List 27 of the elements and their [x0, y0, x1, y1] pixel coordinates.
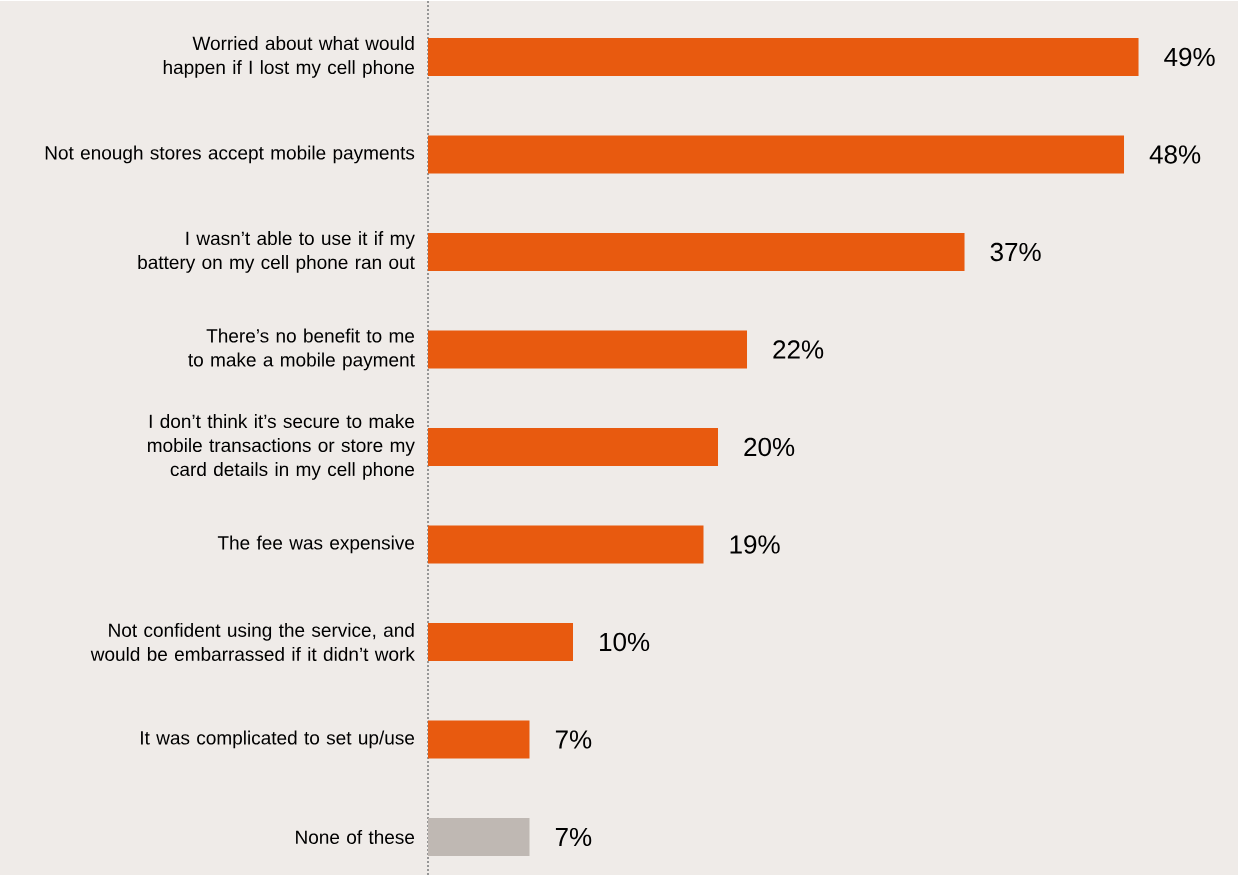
bar: [428, 330, 748, 369]
y-tick-label: I don’t think it’s secure to make mobile transactions or store my card details in my cell phone: [147, 414, 415, 480]
data-label: 19%: [730, 535, 780, 554]
bar: [428, 232, 965, 271]
data-label: 20%: [744, 437, 795, 457]
y-tick-label: Worried about what would happen if I lost my cell phone: [163, 36, 415, 78]
y-tick-label: I wasn’t able to use it if my battery on my cell phone ran out: [138, 231, 415, 273]
y-tick-label: Not confident using the service, and would be embarrassed if it didn’t work: [90, 622, 415, 661]
data-label: 7%: [555, 730, 592, 749]
bar: [428, 37, 1139, 76]
y-tick-label: There’s no benefit to me to make a mobile payment: [188, 328, 415, 371]
data-label: 22%: [773, 340, 824, 359]
data-label: 37%: [990, 242, 1041, 262]
y-tick-label: Not enough stores accept mobile payments: [45, 145, 415, 164]
bar: [428, 525, 704, 564]
bar: [428, 135, 1125, 174]
y-tick-label: The fee was expensive: [217, 535, 415, 554]
data-label: 10%: [600, 632, 650, 652]
data-label: 48%: [1149, 145, 1201, 164]
bar: [428, 720, 530, 759]
y-tick-label: None of these: [296, 829, 415, 844]
bar: [428, 817, 530, 856]
bar: [428, 622, 574, 661]
data-label: 7%: [555, 827, 592, 847]
bar: [428, 427, 719, 466]
data-label: 49%: [1164, 47, 1215, 67]
y-tick-label: It was complicated to set up/use: [141, 730, 415, 749]
